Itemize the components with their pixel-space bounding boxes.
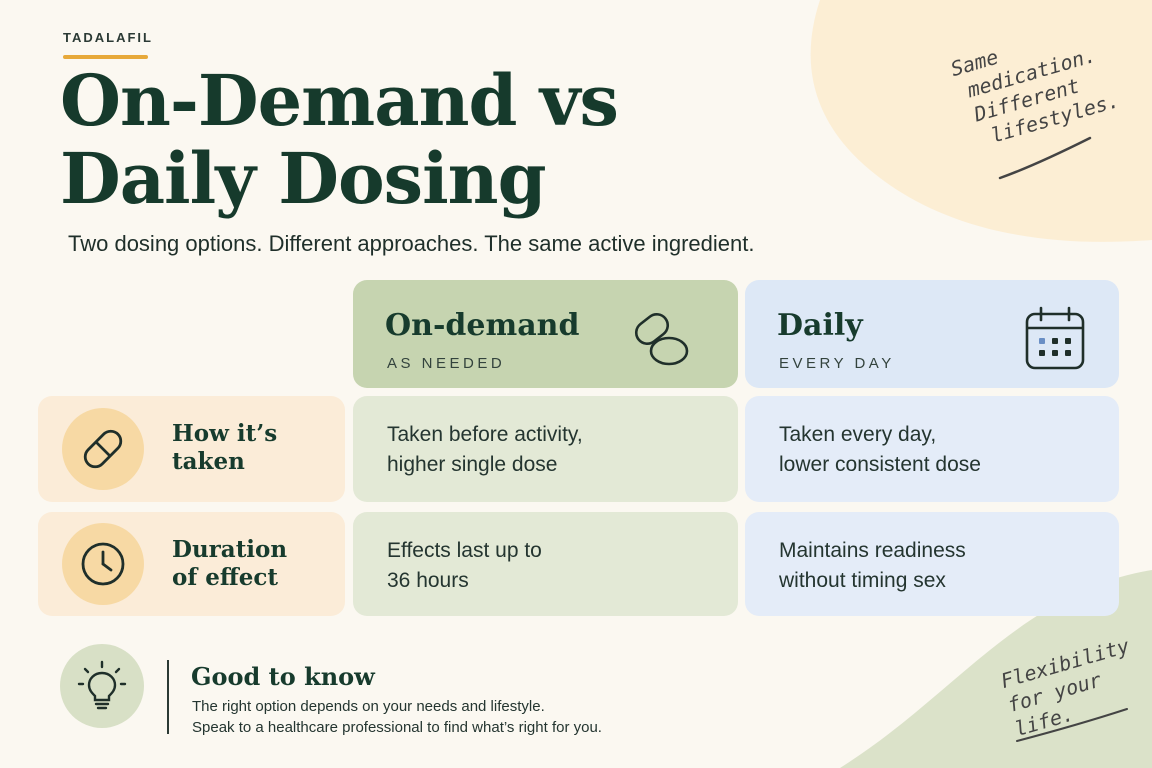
column-header-daily: Daily EVERY DAY xyxy=(745,280,1119,388)
lightbulb-icon xyxy=(77,660,127,710)
cell-daily: Maintains readiness without timing sex xyxy=(745,512,1119,616)
title-line-1: On-Demand vs xyxy=(60,59,619,142)
cell-on-demand: Effects last up to 36 hours xyxy=(353,512,738,616)
info-title: Good to know xyxy=(191,662,375,691)
note-underline xyxy=(998,136,1092,180)
cell-text: Taken every day, lower consistent dose xyxy=(779,423,981,476)
green-blob xyxy=(840,570,1152,768)
row-label: Duration of effect xyxy=(172,536,288,591)
pills-icon xyxy=(634,313,689,366)
info-line-1: The right option depends on your needs a… xyxy=(192,698,545,715)
clock-icon xyxy=(81,542,125,586)
column-title: Daily xyxy=(777,308,863,343)
cell-text: Taken before activity, higher single dos… xyxy=(387,423,583,476)
row-label: How it’s taken xyxy=(172,420,278,475)
note-bottom-underline xyxy=(1016,708,1128,742)
eyebrow-underline xyxy=(63,55,148,59)
row-label-card: Duration of effect xyxy=(38,512,345,616)
column-subtitle: AS NEEDED xyxy=(387,355,506,372)
page-title: On-Demand vs Daily Dosing xyxy=(60,59,619,220)
cell-text: Maintains readiness without timing sex xyxy=(779,539,966,592)
icon-circle xyxy=(62,408,144,490)
column-subtitle: EVERY DAY xyxy=(779,355,895,372)
capsule-icon xyxy=(83,429,123,469)
row-label-card: How it’s taken xyxy=(38,396,345,502)
cell-text: Effects last up to 36 hours xyxy=(387,539,542,592)
cell-on-demand: Taken before activity, higher single dos… xyxy=(353,396,738,502)
title-line-2: Daily Dosing xyxy=(60,137,547,220)
info-icon-circle xyxy=(60,644,144,728)
cell-daily: Taken every day, lower consistent dose xyxy=(745,396,1119,502)
column-title: On-demand xyxy=(385,308,580,343)
column-header-on-demand: On-demand AS NEEDED xyxy=(353,280,738,388)
calendar-icon xyxy=(1025,306,1085,370)
eyebrow-label: TADALAFIL xyxy=(63,30,153,45)
info-divider xyxy=(167,660,169,734)
page-subtitle: Two dosing options. Different approaches… xyxy=(68,231,755,256)
peach-blob xyxy=(810,0,1152,242)
icon-circle xyxy=(62,523,144,605)
info-line-2: Speak to a healthcare professional to fi… xyxy=(192,719,602,736)
